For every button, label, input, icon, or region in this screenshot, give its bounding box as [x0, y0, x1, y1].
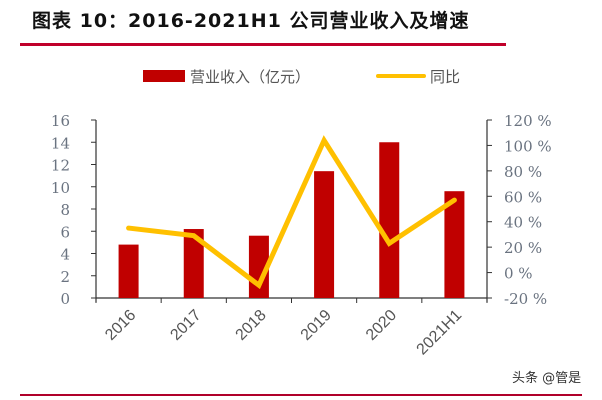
- legend-bar-label: 营业收入（亿元）: [190, 68, 310, 86]
- x-axis-label: 2020: [363, 307, 400, 344]
- title-divider: [20, 43, 506, 46]
- x-axis-label: 2021H1: [414, 307, 466, 359]
- bar-2019: [314, 171, 335, 298]
- axes: 0 2 4 6 8 10 12 14 16 -20 % 0 % 20 % 40 % 60 % 80 % 100…: [51, 112, 552, 308]
- left-axis-tick-label: 14: [51, 134, 70, 152]
- left-axis-tick-label: 16: [51, 112, 70, 130]
- left-axis-tick-label: 8: [60, 201, 70, 219]
- right-axis-tick-label: 60 %: [504, 188, 542, 206]
- legend: 营业收入（亿元） 同比: [143, 68, 460, 86]
- legend-bar-swatch: [143, 70, 185, 82]
- left-axis-tick-label: 12: [51, 157, 70, 175]
- x-axis-label: 2019: [298, 307, 335, 344]
- watermark: 头条 @管是: [512, 371, 582, 386]
- legend-line-label: 同比: [430, 68, 460, 86]
- left-axis-tick-label: 10: [51, 179, 70, 197]
- right-axis-tick-label: 80 %: [504, 163, 542, 181]
- bar-2017: [183, 229, 204, 298]
- x-axis-label: 2018: [233, 307, 270, 344]
- bar-series: [118, 142, 465, 298]
- x-axis-labels: 2016 2017 2018 2019 2020 2021H1: [102, 307, 465, 359]
- line-series: [126, 135, 457, 290]
- right-axis-tick-label: 40 %: [504, 214, 542, 232]
- x-axis-label: 2017: [167, 307, 204, 344]
- bottom-divider: [20, 394, 582, 396]
- x-axis-label: 2016: [102, 307, 139, 344]
- left-axis-tick-label: 0: [60, 290, 70, 308]
- right-axis-tick-label: 100 %: [504, 137, 552, 155]
- left-axis-tick-label: 4: [60, 246, 70, 264]
- left-axis-tick-label: 2: [60, 268, 70, 286]
- right-axis-tick-label: 0 %: [504, 265, 533, 283]
- bar-2016: [118, 244, 139, 298]
- chart-title: 图表 10：2016-2021H1 公司营业收入及增速: [32, 10, 470, 32]
- right-axis-tick-label: 20 %: [504, 239, 542, 257]
- bar-2020: [379, 142, 400, 298]
- left-axis-tick-label: 6: [60, 223, 70, 241]
- right-axis-tick-label: 120 %: [504, 112, 552, 130]
- bar-2021H1: [444, 191, 465, 298]
- right-axis-tick-label: -20 %: [504, 290, 547, 308]
- yoy-growth-line: [126, 135, 457, 290]
